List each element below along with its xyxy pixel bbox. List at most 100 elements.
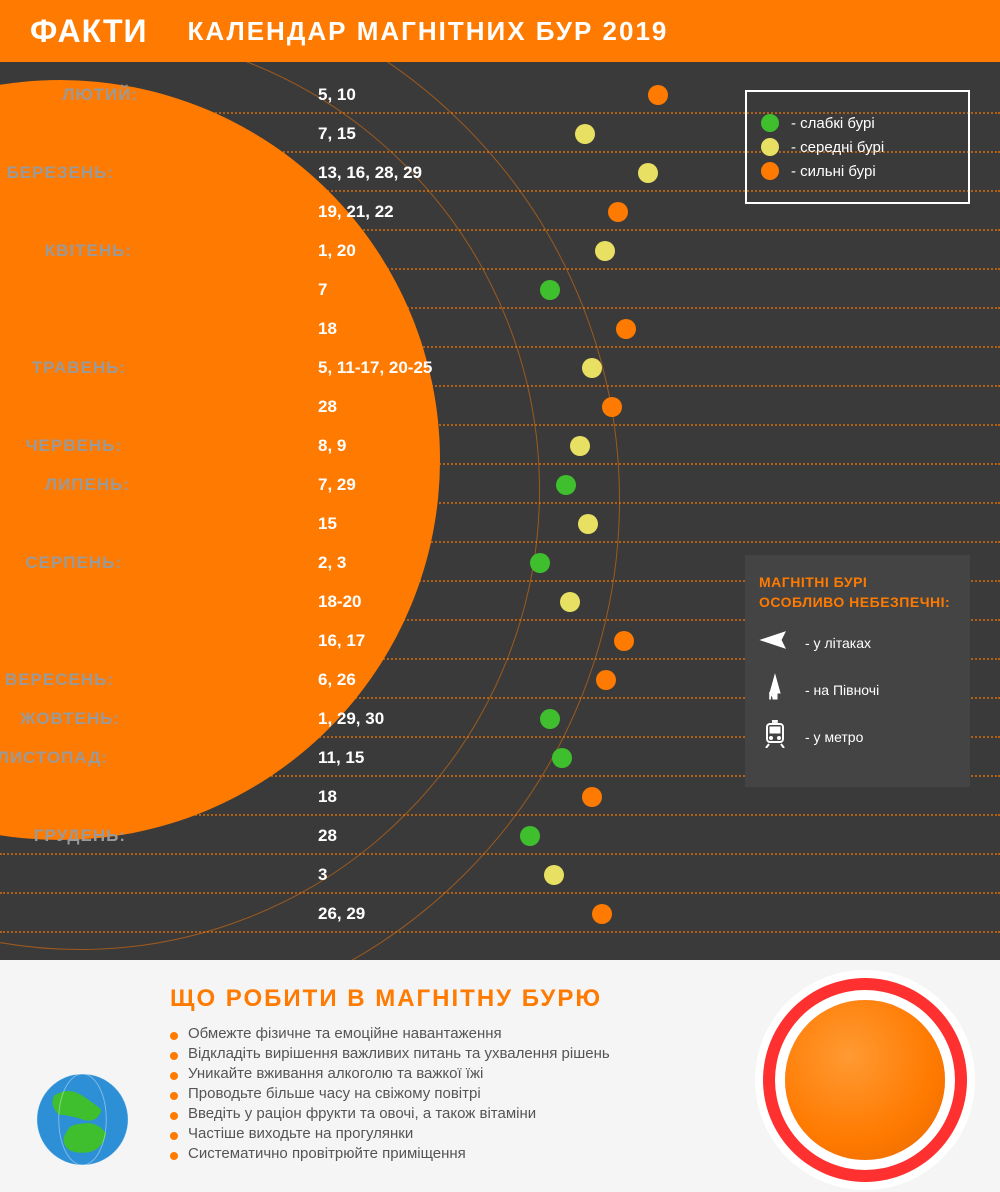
dates-label: 7, 29 <box>318 475 568 495</box>
legend-box: - слабкі бурі - середні бурі - сильні бурі <box>745 90 970 204</box>
dates-label: 19, 21, 22 <box>318 202 568 222</box>
dates-label: 13, 16, 28, 29 <box>318 163 568 183</box>
legend-item: - середні бурі <box>761 138 954 156</box>
storm-dot-medium <box>560 592 580 612</box>
calendar-row: ЧЕРВЕНЬ: 8, 9 <box>0 426 1000 465</box>
storm-dot-strong <box>592 904 612 924</box>
storm-dot-medium <box>544 865 564 885</box>
danger-item: N - на Півночі <box>759 673 956 706</box>
storm-dot-strong <box>608 202 628 222</box>
calendar-row: 26, 29 <box>0 894 1000 933</box>
brand-logo: ФАКТИ <box>30 13 148 50</box>
bullet-icon <box>170 1112 178 1120</box>
legend-label: - слабкі бурі <box>791 115 875 132</box>
dates-label: 5, 11-17, 20-25 <box>318 358 568 378</box>
storm-dot-weak <box>520 826 540 846</box>
calendar-row: 28 <box>0 387 1000 426</box>
storm-dot-weak <box>530 553 550 573</box>
month-label: ЛЮТИЙ: <box>0 85 138 105</box>
tip-text: Частіше виходьте на прогулянки <box>188 1125 413 1142</box>
legend-dot-icon <box>761 138 779 156</box>
dates-label: 15 <box>318 514 568 534</box>
danger-label: - на Півночі <box>805 682 879 698</box>
calendar-row: 3 <box>0 855 1000 894</box>
header-bar: ФАКТИ КАЛЕНДАР МАГНІТНИХ БУР 2019 <box>0 0 1000 62</box>
month-label: ЧЕРВЕНЬ: <box>0 436 122 456</box>
dates-label: 28 <box>318 397 568 417</box>
svg-text:M: M <box>772 720 778 725</box>
calendar-row: ГРУДЕНЬ:28 <box>0 816 1000 855</box>
tip-text: Введіть у раціон фрукти та овочі, а тако… <box>188 1105 536 1122</box>
storm-dot-strong <box>596 670 616 690</box>
dates-label: 3 <box>318 865 568 885</box>
tip-text: Уникайте вживання алкоголю та важкої їжі <box>188 1065 483 1082</box>
month-label: ЛИПЕНЬ: <box>0 475 130 495</box>
danger-item: M - у метро <box>759 720 956 753</box>
tip-text: Систематично провітрюйте приміщення <box>188 1145 466 1162</box>
dates-label: 7, 15 <box>318 124 568 144</box>
calendar-row: ТРАВЕНЬ: 5, 11-17, 20-25 <box>0 348 1000 387</box>
calendar-row: 18 <box>0 309 1000 348</box>
storm-dot-medium <box>570 436 590 456</box>
danger-label: - у літаках <box>805 635 871 651</box>
legend-label: - середні бурі <box>791 139 884 156</box>
metro-icon: M <box>759 720 791 753</box>
dates-label: 16, 17 <box>318 631 568 651</box>
storm-dot-strong <box>602 397 622 417</box>
calendar-row: КВІТЕНЬ:1, 20 <box>0 231 1000 270</box>
storm-dot-strong <box>582 787 602 807</box>
bullet-icon <box>170 1132 178 1140</box>
tips-title: ЩО РОБИТИ В МАГНІТНУ БУРЮ <box>170 985 940 1013</box>
dates-label: 6, 26 <box>318 670 568 690</box>
legend-item: - слабкі бурі <box>761 114 954 132</box>
bullet-icon <box>170 1072 178 1080</box>
storm-dot-weak <box>540 709 560 729</box>
danger-item: - у літаках <box>759 626 956 659</box>
danger-label: - у метро <box>805 729 863 745</box>
legend-dot-icon <box>761 114 779 132</box>
legend-label: - сильні бурі <box>791 163 876 180</box>
storm-dot-strong <box>616 319 636 339</box>
dates-label: 8, 9 <box>318 436 568 456</box>
storm-dot-medium <box>582 358 602 378</box>
storm-dot-weak <box>552 748 572 768</box>
bullet-icon <box>170 1152 178 1160</box>
tip-text: Відкладіть вирішення важливих питань та … <box>188 1045 610 1062</box>
dates-label: 18-20 <box>318 592 568 612</box>
dates-label: 7 <box>318 280 568 300</box>
storm-dot-medium <box>578 514 598 534</box>
month-label: ЖОВТЕНЬ: <box>0 709 120 729</box>
danger-box: МАГНІТНІ БУРІ ОСОБЛИВО НЕБЕЗПЕЧНІ: - у л… <box>745 555 970 787</box>
tip-text: Проводьте більше часу на свіжому повітрі <box>188 1085 481 1102</box>
month-label: БЕРЕЗЕНЬ: <box>0 163 114 183</box>
storm-dot-weak <box>556 475 576 495</box>
storm-dot-weak <box>540 280 560 300</box>
tips-panel: ЩО РОБИТИ В МАГНІТНУ БУРЮ Обмежте фізичн… <box>0 960 1000 1192</box>
page-title: КАЛЕНДАР МАГНІТНИХ БУР 2019 <box>188 16 669 47</box>
bullet-icon <box>170 1032 178 1040</box>
calendar-panel: ФАКТИ КАЛЕНДАР МАГНІТНИХ БУР 2019 ЛЮТИЙ:… <box>0 0 1000 960</box>
danger-title: МАГНІТНІ БУРІ ОСОБЛИВО НЕБЕЗПЕЧНІ: <box>759 573 956 612</box>
dates-label: 26, 29 <box>318 904 568 924</box>
plane-icon <box>759 626 791 659</box>
bullet-icon <box>170 1092 178 1100</box>
month-label: ТРАВЕНЬ: <box>0 358 126 378</box>
month-label: ВЕРЕСЕНЬ: <box>0 670 114 690</box>
dates-label: 11, 15 <box>318 748 568 768</box>
calendar-row: 7 <box>0 270 1000 309</box>
storm-dot-medium <box>638 163 658 183</box>
dates-label: 5, 10 <box>318 85 568 105</box>
tip-text: Обмежте фізичне та емоційне навантаження <box>188 1025 502 1042</box>
dates-label: 1, 20 <box>318 241 568 261</box>
bullet-icon <box>170 1052 178 1060</box>
dates-label: 18 <box>318 787 568 807</box>
storm-dot-strong <box>614 631 634 651</box>
calendar-row: ЛИПЕНЬ: 7, 29 <box>0 465 1000 504</box>
svg-text:N: N <box>769 691 776 701</box>
storm-dot-medium <box>575 124 595 144</box>
dates-label: 1, 29, 30 <box>318 709 568 729</box>
legend-dot-icon <box>761 162 779 180</box>
compass-icon: N <box>759 673 791 706</box>
earth-icon <box>35 1072 130 1167</box>
alert-button-icon <box>785 1000 945 1160</box>
